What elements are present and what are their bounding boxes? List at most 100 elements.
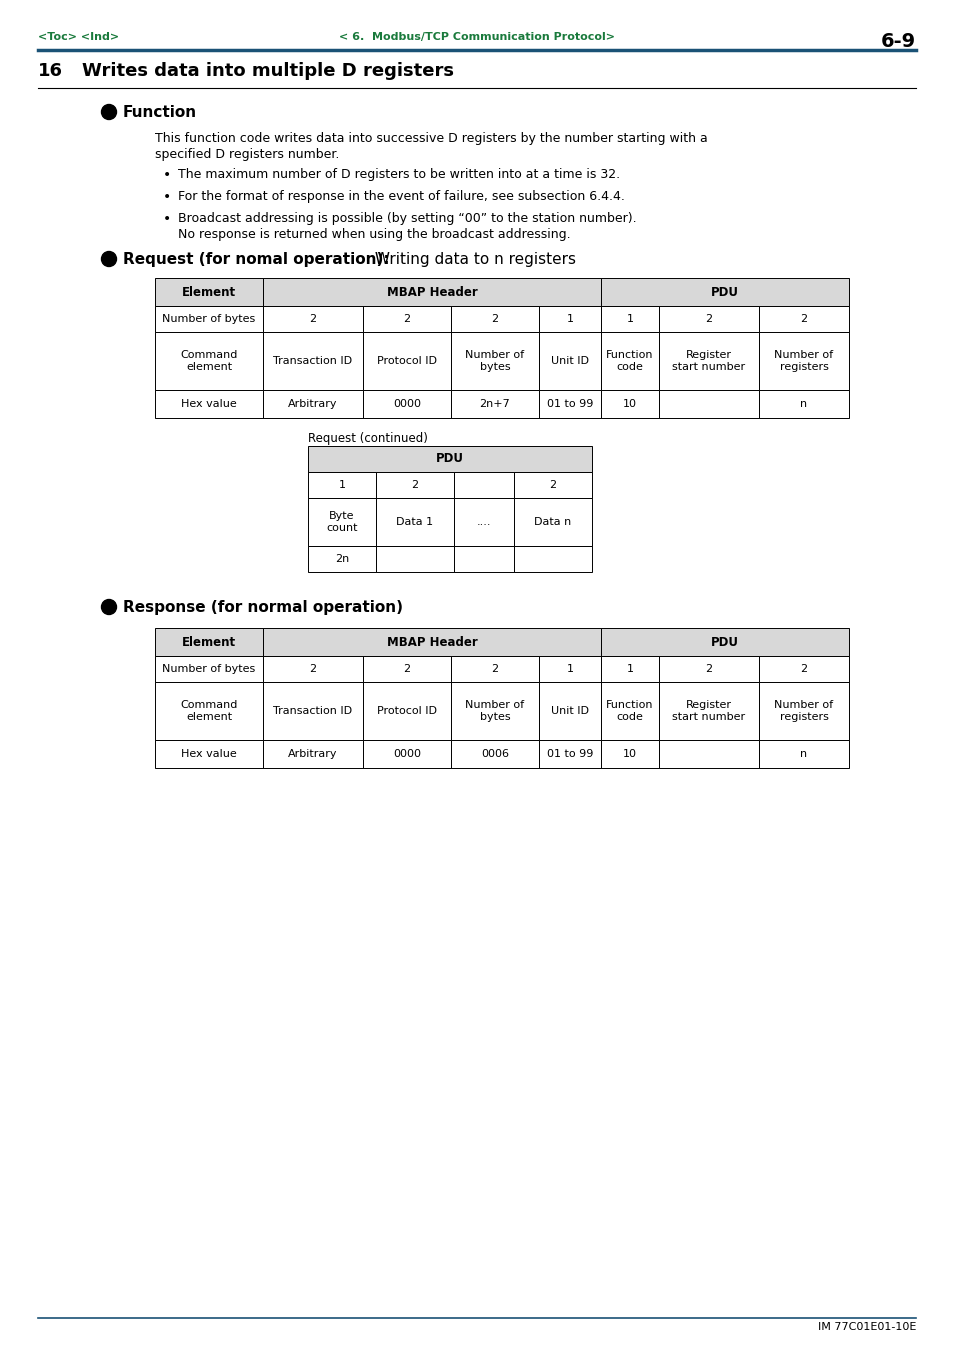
Bar: [514, 471, 592, 499]
Text: Number of bytes: Number of bytes: [162, 663, 255, 674]
Text: 16: 16: [38, 62, 63, 80]
Text: 10: 10: [622, 748, 637, 759]
Bar: [659, 740, 759, 767]
Bar: [263, 305, 363, 332]
Text: IM 77C01E01-10E: IM 77C01E01-10E: [817, 1323, 915, 1332]
Bar: [154, 682, 263, 740]
Text: Function
code: Function code: [605, 350, 653, 372]
Text: 2n+7: 2n+7: [479, 399, 510, 409]
Text: PDU: PDU: [710, 635, 739, 648]
Text: Element: Element: [182, 285, 235, 299]
Bar: [263, 278, 600, 305]
Bar: [759, 657, 848, 682]
Bar: [263, 332, 363, 390]
Text: Function
code: Function code: [605, 700, 653, 721]
Text: 10: 10: [622, 399, 637, 409]
Bar: [538, 390, 600, 417]
Text: 2: 2: [403, 313, 410, 324]
Text: 2: 2: [704, 663, 712, 674]
Text: Command
element: Command element: [180, 350, 237, 372]
Bar: [454, 499, 514, 546]
Text: Request (for nomal operation):: Request (for nomal operation):: [123, 253, 389, 267]
Bar: [263, 740, 363, 767]
Bar: [451, 305, 538, 332]
Bar: [154, 332, 263, 390]
Bar: [363, 682, 451, 740]
Text: 1: 1: [566, 313, 573, 324]
Text: Element: Element: [182, 635, 235, 648]
Text: Number of
registers: Number of registers: [774, 700, 833, 721]
Text: Arbitrary: Arbitrary: [288, 399, 337, 409]
Bar: [759, 682, 848, 740]
Bar: [154, 740, 263, 767]
Bar: [451, 740, 538, 767]
Bar: [454, 471, 514, 499]
Bar: [375, 546, 454, 571]
Text: 2: 2: [704, 313, 712, 324]
Text: 2: 2: [800, 663, 807, 674]
Bar: [308, 546, 375, 571]
Circle shape: [101, 600, 116, 615]
Bar: [600, 390, 659, 417]
Text: Hex value: Hex value: [181, 399, 236, 409]
Bar: [263, 682, 363, 740]
Text: Function: Function: [123, 105, 197, 120]
Text: 2: 2: [309, 313, 316, 324]
Text: 1: 1: [338, 480, 345, 490]
Bar: [600, 278, 848, 305]
Bar: [363, 332, 451, 390]
Text: Register
start number: Register start number: [672, 700, 745, 721]
Bar: [451, 390, 538, 417]
Text: n: n: [800, 399, 807, 409]
Bar: [375, 499, 454, 546]
Bar: [659, 657, 759, 682]
Text: 6-9: 6-9: [880, 32, 915, 51]
Bar: [659, 682, 759, 740]
Text: Number of
bytes: Number of bytes: [465, 350, 524, 372]
Text: 2: 2: [491, 313, 498, 324]
Text: <Toc> <Ind>: <Toc> <Ind>: [38, 32, 119, 42]
Text: 01 to 99: 01 to 99: [546, 399, 593, 409]
Bar: [308, 471, 375, 499]
Text: •: •: [163, 168, 172, 182]
Bar: [600, 628, 848, 657]
Bar: [154, 305, 263, 332]
Text: 2: 2: [800, 313, 807, 324]
Text: Transaction ID: Transaction ID: [274, 357, 353, 366]
Text: 1: 1: [626, 313, 633, 324]
Bar: [154, 657, 263, 682]
Text: Byte
count: Byte count: [326, 511, 357, 532]
Text: Data 1: Data 1: [396, 517, 433, 527]
Text: Arbitrary: Arbitrary: [288, 748, 337, 759]
Text: Number of bytes: Number of bytes: [162, 313, 255, 324]
Bar: [600, 740, 659, 767]
Text: •: •: [163, 190, 172, 204]
Bar: [538, 657, 600, 682]
Text: •: •: [163, 212, 172, 226]
Text: specified D registers number.: specified D registers number.: [154, 149, 339, 161]
Circle shape: [101, 104, 116, 119]
Text: 0006: 0006: [480, 748, 509, 759]
Text: Unit ID: Unit ID: [551, 357, 588, 366]
Text: MBAP Header: MBAP Header: [386, 285, 476, 299]
Bar: [363, 657, 451, 682]
Bar: [538, 332, 600, 390]
Bar: [659, 332, 759, 390]
Bar: [759, 390, 848, 417]
Circle shape: [101, 251, 116, 266]
Bar: [759, 332, 848, 390]
Text: 2: 2: [411, 480, 418, 490]
Bar: [154, 390, 263, 417]
Bar: [308, 446, 592, 471]
Bar: [154, 628, 263, 657]
Bar: [600, 682, 659, 740]
Text: PDU: PDU: [710, 285, 739, 299]
Text: PDU: PDU: [436, 453, 463, 466]
Text: Transaction ID: Transaction ID: [274, 707, 353, 716]
Text: < 6.  Modbus/TCP Communication Protocol>: < 6. Modbus/TCP Communication Protocol>: [338, 32, 615, 42]
Bar: [659, 390, 759, 417]
Bar: [600, 332, 659, 390]
Text: 2: 2: [403, 663, 410, 674]
Bar: [538, 682, 600, 740]
Text: Writing data to n registers: Writing data to n registers: [370, 253, 576, 267]
